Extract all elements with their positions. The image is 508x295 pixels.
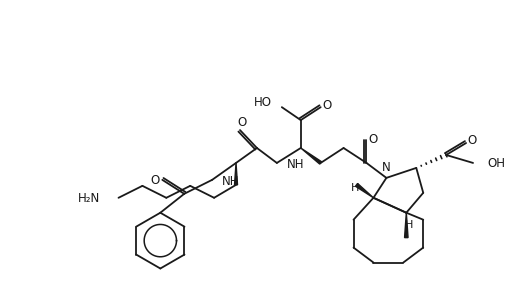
Text: H: H xyxy=(352,183,360,193)
Text: O: O xyxy=(237,116,246,129)
Text: OH: OH xyxy=(487,158,505,171)
Text: O: O xyxy=(467,134,477,147)
Polygon shape xyxy=(356,183,373,198)
Text: N: N xyxy=(382,161,391,174)
Text: H₂N: H₂N xyxy=(78,192,101,205)
Text: O: O xyxy=(369,132,378,145)
Text: NH: NH xyxy=(222,175,240,188)
Text: O: O xyxy=(151,174,160,187)
Polygon shape xyxy=(301,148,322,164)
Text: H: H xyxy=(405,220,414,230)
Text: NH: NH xyxy=(287,158,304,171)
Text: O: O xyxy=(322,99,331,112)
Text: HO: HO xyxy=(254,96,272,109)
Polygon shape xyxy=(235,163,238,185)
Polygon shape xyxy=(404,213,408,238)
